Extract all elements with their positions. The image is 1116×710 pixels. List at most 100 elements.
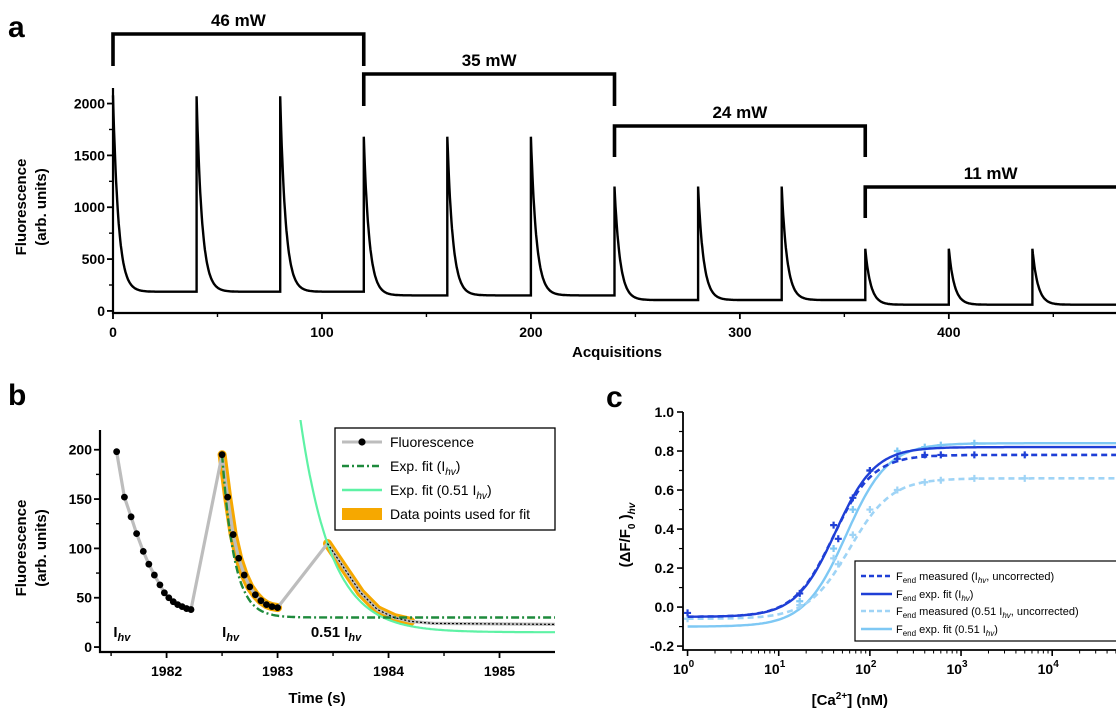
fluorescence-point: [150, 571, 158, 579]
panel-a: a 46 mW 35 mW 24 mW 11 mW 0 100 200 300 400 0 500…: [8, 11, 1116, 361]
series-f2-point: [970, 439, 978, 447]
x-tick-label: 1985: [484, 663, 515, 679]
fluorescence-point: [133, 530, 141, 537]
x-tick-label: 200: [519, 324, 543, 340]
x-tick-label: 400: [937, 324, 961, 340]
legend-text: F: [896, 571, 903, 583]
x-tick-label: 100: [310, 324, 334, 340]
fit-0.51-line: [299, 420, 555, 634]
annotation-text: I: [222, 624, 226, 641]
x-tick-exp: 2: [871, 659, 877, 670]
panel-b-annotations: Ihv Ihv 0.51 Ihv: [113, 624, 362, 644]
panel-c-clipped: [684, 439, 1116, 628]
panel-b-ylabel-line1: Fluorescence: [13, 500, 30, 597]
x-tick-base: 10: [855, 661, 871, 677]
series-m1-point: [849, 494, 857, 502]
power-bracket: [863, 185, 1116, 218]
fluorescence-point: [121, 493, 128, 501]
panel-a-trace: [111, 95, 1116, 306]
legend-label: Fend exp. fit (0.51 Ihv): [896, 624, 998, 638]
legend-tail: exp. fit (I: [916, 589, 961, 601]
x-tick-exp: 3: [962, 659, 968, 670]
intensity-annotation: Ihv: [113, 624, 131, 644]
annotation-sub: hv: [348, 632, 362, 644]
legend-label: Fend measured (Ihv, uncorrected): [896, 571, 1054, 585]
x-tick-label: 300: [728, 324, 752, 340]
panel-a-ticks: 0 100 200 300 400 0 500 1000 1500 2000: [74, 96, 1055, 340]
second-decay-trace: [327, 543, 555, 625]
series-m2-point: [937, 476, 945, 484]
fluorescence-point: [229, 531, 237, 538]
panel-c-ticks: 100 101 102 103 104-0.20.00.20.40.60.81.0: [650, 404, 1116, 677]
series-m2-point: [834, 560, 842, 568]
panel-a-ylabel-line1: Fluorescence: [13, 159, 30, 256]
fluorescence-point: [113, 448, 121, 456]
series-m2-point: [970, 474, 978, 482]
panel-c-label: c: [606, 381, 623, 414]
power-bracket: [612, 124, 868, 157]
fluorescence-point: [156, 581, 164, 589]
legend-tail: measured (0.51 I: [916, 606, 1002, 618]
legend-text: F: [896, 589, 903, 601]
x-tick-label: 1983: [262, 663, 293, 679]
fluorescence-point: [251, 591, 259, 599]
series-m1-point: [970, 451, 978, 459]
annotation-sub: hv: [226, 632, 240, 644]
panel-c-plot: [684, 439, 1116, 628]
legend-tail: measured (I: [916, 571, 978, 583]
power-label: 11 mW: [964, 164, 1019, 183]
power-label: 46 mW: [211, 11, 267, 30]
legend-sub: hv: [476, 491, 488, 502]
fluorescence-point: [246, 583, 254, 591]
y-tick-label: 200: [69, 442, 93, 458]
series-m2-point: [866, 506, 874, 514]
fluorescence-point: [165, 594, 173, 602]
panel-c: c 100 101 102 103 104-0.20.00.20.40.60.81.0 …: [606, 381, 1116, 709]
legend-text: Data points used for fit: [390, 506, 530, 522]
fluorescence-point: [160, 589, 168, 597]
x-tick-label: 1984: [373, 663, 404, 679]
legend-tail: exp. fit (0.51 I: [916, 624, 986, 636]
intensity-annotation: 0.51 Ihv: [311, 624, 362, 644]
series-m2-point: [921, 478, 929, 486]
x-tick-label: 103: [946, 659, 968, 677]
series-m2-point: [1021, 474, 1029, 482]
fluorescence-point: [218, 451, 226, 459]
x-tick-label: 102: [855, 659, 877, 677]
fluorescence-point: [274, 604, 281, 611]
panel-b-clipped: [113, 420, 555, 634]
legend-label: Fend exp. fit (Ihv): [896, 589, 973, 603]
legend-sub: hv: [445, 467, 457, 478]
panel-b-label: b: [8, 379, 26, 412]
legend-text: Exp. fit (I: [390, 458, 445, 474]
fluorescence-point: [235, 554, 243, 562]
series-f2-point: [849, 506, 857, 514]
fluorescence-point: [145, 560, 153, 568]
y-tick-label: 0: [97, 303, 105, 319]
power-bracket: [111, 32, 366, 66]
legend-label: Fend measured (0.51 Ihv, uncorrected): [896, 606, 1079, 620]
series-m1-point: [921, 451, 929, 459]
panel-c-axes: [682, 412, 1116, 651]
y-tick-label: -0.2: [650, 638, 674, 654]
y-tick-label: 0.6: [655, 482, 675, 498]
panel-a-xlabel: Acquisitions: [572, 344, 662, 361]
series-m2-point: [796, 601, 804, 609]
x-tick-label: 101: [764, 659, 786, 677]
x-tick-label: 1982: [151, 663, 182, 679]
fluorescence-point: [139, 547, 147, 555]
annotation-text: I: [113, 624, 117, 641]
y-tick-label: 100: [69, 540, 93, 556]
legend-marker: [358, 438, 366, 446]
x-tick-exp: 0: [689, 659, 695, 670]
legend-tail2: , uncorrected): [986, 571, 1054, 583]
panel-c-ylabel: (ΔF/F0 )hv: [617, 501, 638, 567]
x-tick-exp: 1: [780, 659, 786, 670]
panel-b-ticks: 1982 1983 1984 1985 0 50 100 150 200: [69, 442, 516, 679]
legend-sub: end: [903, 611, 916, 620]
power-bracket: [361, 72, 617, 106]
legend-swatch-used: [342, 508, 382, 520]
panel-b-plot: [113, 420, 555, 634]
